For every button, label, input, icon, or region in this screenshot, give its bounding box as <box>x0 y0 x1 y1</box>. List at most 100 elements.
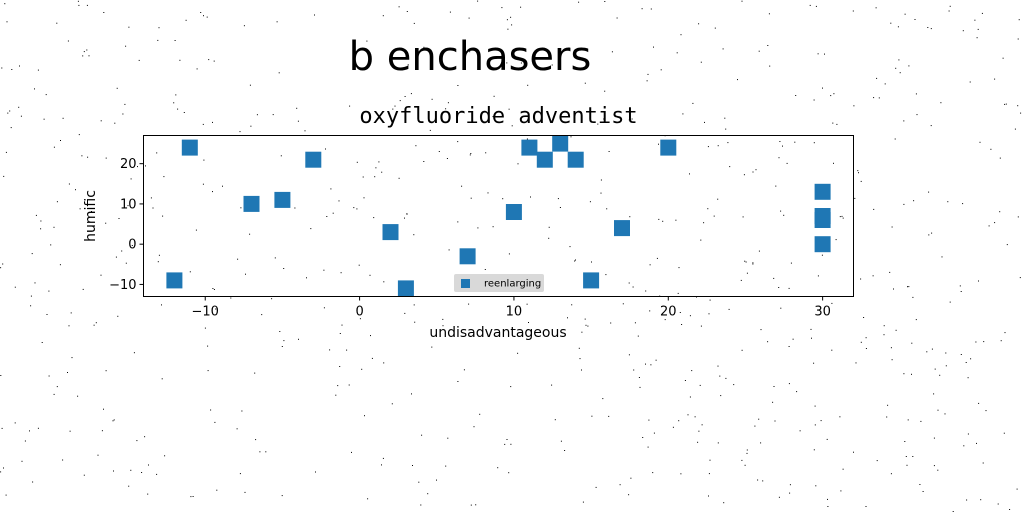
noise-speck <box>645 363 646 365</box>
noise-speck <box>554 419 556 421</box>
noise-speck <box>778 496 780 498</box>
noise-speck <box>911 342 913 344</box>
noise-speck <box>631 118 633 120</box>
noise-speck <box>779 141 781 142</box>
noise-speck <box>815 485 817 487</box>
noise-speck <box>977 28 979 30</box>
noise-speck <box>56 386 58 388</box>
noise-speck <box>799 430 801 432</box>
noise-speck <box>468 303 470 305</box>
noise-speck <box>980 499 982 501</box>
noise-speck <box>3 467 4 469</box>
noise-speck <box>469 51 471 53</box>
noise-speck <box>933 465 935 467</box>
noise-speck <box>863 317 865 318</box>
y-tick-label: 0 <box>128 238 136 253</box>
noise-speck <box>833 93 835 95</box>
noise-speck <box>746 272 748 274</box>
noise-speck <box>860 278 862 280</box>
noise-speck <box>207 345 209 347</box>
noise-speck <box>259 451 261 453</box>
noise-speck <box>431 98 433 100</box>
noise-speck <box>423 46 425 48</box>
noise-speck <box>152 207 154 209</box>
noise-speck <box>325 148 326 150</box>
noise-speck <box>817 53 819 55</box>
noise-speck <box>585 324 587 326</box>
noise-speck <box>912 456 914 457</box>
noise-speck <box>375 167 377 169</box>
noise-speck <box>741 0 743 2</box>
noise-speck <box>338 200 340 202</box>
noise-speck <box>949 5 951 7</box>
noise-speck <box>477 227 479 229</box>
noise-speck <box>381 464 382 466</box>
noise-speck <box>124 103 126 105</box>
noise-speck <box>752 171 754 173</box>
noise-speck <box>708 473 710 475</box>
noise-speck <box>1000 340 1002 342</box>
noise-speck <box>926 351 928 353</box>
noise-speck <box>684 380 686 381</box>
noise-speck <box>831 349 833 351</box>
noise-speck <box>310 228 312 230</box>
noise-speck <box>105 157 107 159</box>
noise-speck <box>339 366 341 367</box>
noise-speck <box>128 26 130 28</box>
noise-speck <box>584 82 586 84</box>
noise-speck <box>103 408 104 410</box>
data-point <box>382 224 399 241</box>
noise-speck <box>967 377 969 379</box>
noise-speck <box>383 362 385 364</box>
noise-speck <box>67 40 69 42</box>
noise-speck <box>741 349 743 351</box>
noise-speck <box>507 28 509 30</box>
noise-speck <box>81 155 83 157</box>
noise-speck <box>348 384 350 386</box>
data-point <box>274 191 291 208</box>
noise-speck <box>778 287 780 288</box>
y-tick-label: 20 <box>120 157 137 172</box>
noise-speck <box>760 329 762 331</box>
noise-speck <box>729 166 731 168</box>
noise-speck <box>857 170 859 172</box>
noise-speck <box>581 331 583 333</box>
noise-speck <box>963 445 965 447</box>
noise-speck <box>832 122 834 124</box>
noise-speck <box>527 84 529 86</box>
noise-speck <box>271 298 273 300</box>
noise-speck <box>976 37 978 39</box>
noise-speck <box>118 218 120 219</box>
noise-speck <box>720 395 722 397</box>
noise-speck <box>353 207 355 209</box>
noise-speck <box>915 319 917 321</box>
noise-speck <box>215 308 217 310</box>
noise-speck <box>423 161 425 162</box>
noise-speck <box>994 78 996 80</box>
noise-speck <box>745 261 747 263</box>
noise-speck <box>406 213 408 215</box>
noise-speck <box>156 152 158 154</box>
noise-speck <box>216 489 218 491</box>
noise-speck <box>633 369 635 371</box>
noise-speck <box>894 138 896 140</box>
noise-speck <box>210 409 212 411</box>
noise-speck <box>708 495 709 497</box>
noise-speck <box>407 64 409 66</box>
noise-speck <box>484 269 486 270</box>
noise-speck <box>694 416 696 418</box>
noise-speck <box>392 108 394 110</box>
x-tick-label: 30 <box>814 305 831 320</box>
legend-marker <box>461 279 470 288</box>
noise-speck <box>591 415 593 417</box>
noise-speck <box>853 451 854 453</box>
noise-speck <box>276 21 278 23</box>
noise-speck <box>121 250 123 252</box>
noise-speck <box>628 494 630 496</box>
noise-speck <box>10 127 12 129</box>
noise-speck <box>1017 216 1019 218</box>
noise-speck <box>775 185 777 187</box>
noise-speck <box>212 191 213 193</box>
noise-speck <box>114 122 116 124</box>
noise-speck <box>580 111 582 113</box>
